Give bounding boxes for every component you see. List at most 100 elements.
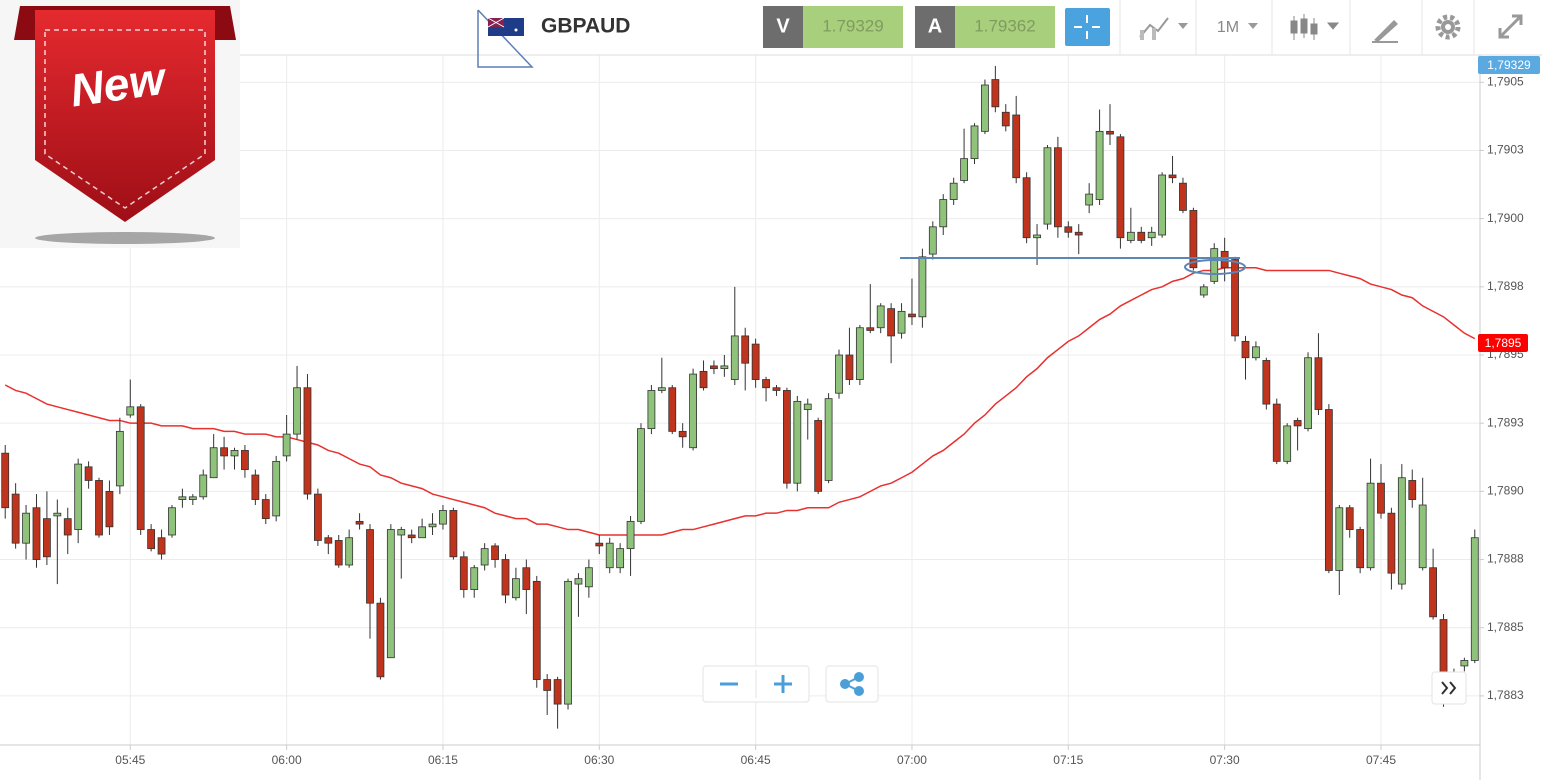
candle xyxy=(637,423,645,525)
timeframe[interactable]: 1M xyxy=(1217,19,1239,36)
candle-body xyxy=(105,490,114,528)
candle-body xyxy=(157,537,166,555)
candle xyxy=(407,529,416,544)
candle-body xyxy=(689,373,697,449)
drawn-triangle[interactable] xyxy=(477,9,534,68)
candle-body xyxy=(1074,231,1083,236)
candle-body xyxy=(22,512,30,544)
candle xyxy=(293,365,301,440)
candle xyxy=(991,65,1000,113)
candle xyxy=(1460,657,1469,672)
candle-body xyxy=(1387,512,1396,574)
candle-body xyxy=(1064,226,1073,233)
candle xyxy=(876,303,885,334)
candle-body xyxy=(1262,360,1271,405)
share-button[interactable] xyxy=(825,665,879,703)
candle-body xyxy=(908,313,916,318)
candle-body xyxy=(1314,357,1323,410)
candle-body xyxy=(1012,114,1021,179)
bid-box[interactable] xyxy=(763,6,803,48)
ask-price-box[interactable] xyxy=(955,6,1055,48)
candle-body xyxy=(282,433,291,457)
crosshair-button[interactable] xyxy=(1065,8,1110,46)
candle-body xyxy=(480,548,489,566)
candle-body xyxy=(209,447,218,479)
candle xyxy=(1345,505,1354,538)
candle xyxy=(459,551,468,598)
candle xyxy=(230,447,239,470)
candle xyxy=(689,368,697,451)
candle-body xyxy=(1335,507,1344,571)
candle xyxy=(772,385,781,396)
candle-body xyxy=(1283,425,1292,462)
candle-body xyxy=(439,510,447,525)
chart-style-button[interactable] xyxy=(1139,17,1188,40)
candle-body xyxy=(532,580,541,680)
y-tick-label: 1,7903 xyxy=(1487,143,1524,157)
candle xyxy=(626,515,635,576)
zoom-in[interactable] xyxy=(774,675,792,693)
candle xyxy=(783,387,791,489)
candle-body xyxy=(168,507,176,536)
candle-body xyxy=(897,310,906,334)
candle xyxy=(53,499,62,585)
candle xyxy=(949,177,958,205)
bid-label: V xyxy=(776,15,790,37)
ribbon-stitch xyxy=(44,29,206,209)
candle xyxy=(386,524,395,659)
candle xyxy=(762,376,770,402)
candle xyxy=(1283,423,1292,465)
candle-body xyxy=(491,545,499,560)
candle-body xyxy=(1033,234,1041,239)
candle-body xyxy=(626,520,635,550)
candle-body xyxy=(730,335,739,380)
candle-body xyxy=(501,559,510,596)
candle-body xyxy=(824,398,833,481)
candle-body xyxy=(647,390,656,430)
candle-body xyxy=(251,474,260,500)
flag xyxy=(487,17,524,36)
candle xyxy=(95,477,103,538)
fullscreen-button[interactable] xyxy=(1498,14,1523,39)
new-badge: New xyxy=(0,0,240,248)
candle-body xyxy=(1001,111,1010,127)
candle xyxy=(1210,243,1219,285)
ribbon xyxy=(35,10,215,222)
candle-body xyxy=(1022,177,1031,239)
candle xyxy=(168,505,176,538)
settings-button[interactable] xyxy=(1435,14,1461,40)
scroll-right[interactable] xyxy=(1431,671,1467,705)
candle-body xyxy=(678,430,687,438)
candle xyxy=(1262,357,1271,410)
candle xyxy=(1335,505,1344,595)
ask-box[interactable] xyxy=(915,6,955,48)
bid-price-box[interactable] xyxy=(803,6,903,48)
candle xyxy=(397,526,406,579)
drawn-ellipse[interactable] xyxy=(1184,259,1246,275)
candle-type-button[interactable] xyxy=(1290,14,1340,40)
x-tick-label: 05:45 xyxy=(115,753,145,767)
candle xyxy=(11,483,20,549)
candle-body xyxy=(1179,182,1187,211)
candle xyxy=(282,415,291,462)
candle-body xyxy=(407,534,416,539)
candle xyxy=(470,565,479,598)
candle-body xyxy=(668,387,677,432)
candle-body xyxy=(939,199,948,228)
candle-body xyxy=(261,499,270,520)
candle-body xyxy=(376,602,385,678)
draw-tool-button[interactable] xyxy=(1372,20,1398,43)
y-tick-label: 1,7883 xyxy=(1487,688,1524,702)
candle xyxy=(918,248,927,328)
candle xyxy=(251,469,260,505)
candle-body xyxy=(741,335,750,364)
overlay: 1,79329 1,7895 xyxy=(0,55,1540,780)
candle xyxy=(1168,155,1177,184)
candle-body xyxy=(345,537,354,566)
candle-body xyxy=(459,556,468,590)
candle xyxy=(512,567,520,601)
candle xyxy=(657,357,666,394)
candle-body xyxy=(574,578,583,585)
candle xyxy=(1137,226,1146,244)
